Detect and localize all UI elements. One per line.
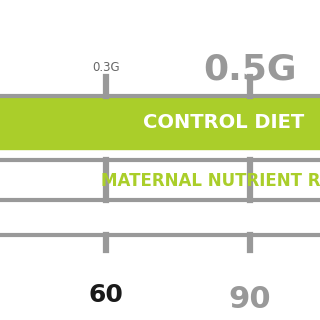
- Text: 90: 90: [228, 284, 271, 314]
- Text: 0.3G: 0.3G: [92, 60, 119, 74]
- Text: 0.5G: 0.5G: [203, 52, 296, 86]
- Bar: [0, 96, 320, 149]
- Text: MATERNAL NUTRIENT REDU: MATERNAL NUTRIENT REDU: [101, 172, 320, 190]
- Text: CONTROL DIET: CONTROL DIET: [143, 113, 305, 132]
- Text: 60: 60: [88, 283, 123, 307]
